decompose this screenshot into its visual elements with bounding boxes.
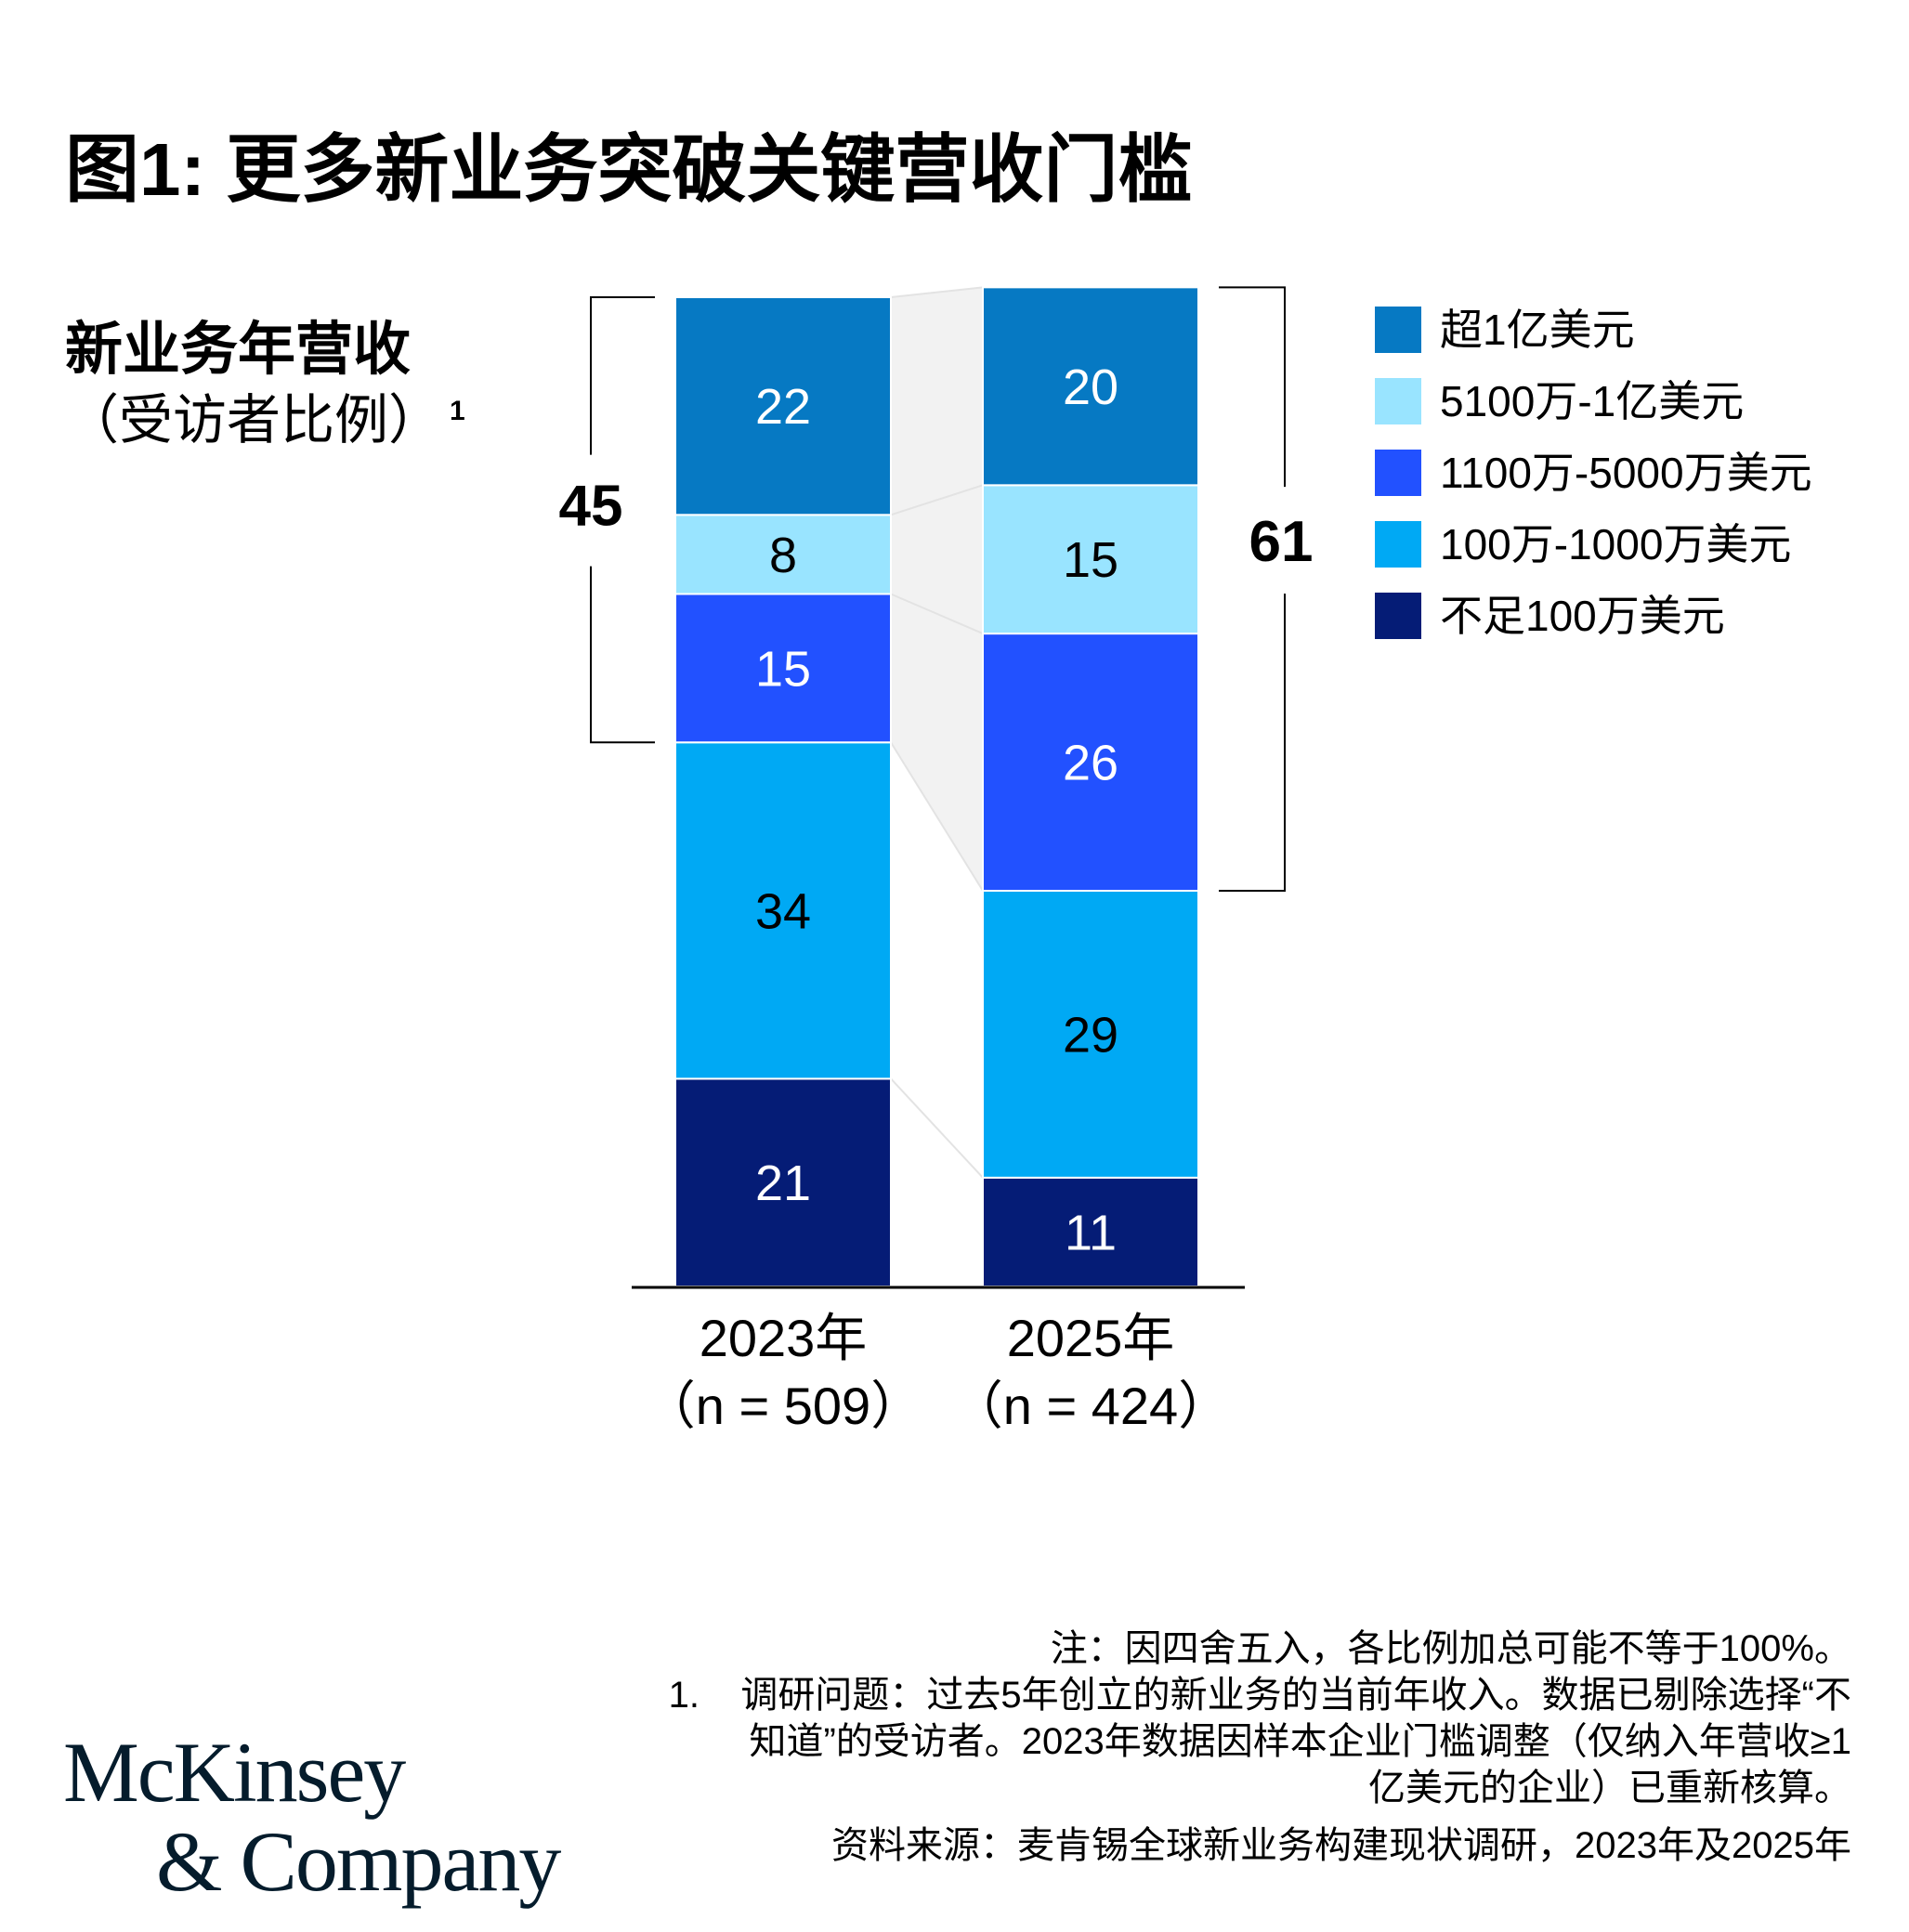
bar-segment (674, 593, 892, 744)
data-label: 34 (755, 883, 811, 939)
connector-line (890, 741, 984, 892)
x-tick-sample-size: （n = 509） (644, 1377, 922, 1435)
chart-notes: 注：因四舍五入，各比例加总可能不等于100%。 1. 调研问题：过去5年创立的新… (551, 1625, 1851, 1869)
x-tick-sample-size: （n = 424） (951, 1377, 1230, 1435)
data-label: 29 (1063, 1007, 1118, 1063)
data-label: 20 (1063, 359, 1118, 415)
bar-segment (982, 633, 1199, 892)
legend-label: 超1亿美元 (1440, 306, 1635, 354)
bar-segment (982, 286, 1199, 487)
bracket-total-label: 45 (559, 475, 623, 539)
bar-segment (674, 1077, 892, 1287)
data-label: 15 (755, 641, 811, 697)
y-axis-sublabel-text: （受访者比例） (65, 390, 443, 450)
legend-swatch (1375, 521, 1421, 568)
source-note: 资料来源：麦肯锡全球新业务构建现状调研，2023年及2025年 (831, 1825, 1851, 1866)
legend-swatch (1375, 593, 1421, 639)
connector-line (890, 484, 984, 516)
x-tick-label: 2025年 (1007, 1309, 1175, 1367)
connector-line (890, 1077, 984, 1179)
bar-segment (982, 890, 1199, 1179)
data-label: 11 (1065, 1205, 1117, 1260)
data-label: 15 (1063, 532, 1118, 588)
data-label: 22 (755, 379, 811, 435)
logo-line-2: & Company (156, 1814, 561, 1909)
bracket-total-label: 61 (1249, 510, 1314, 574)
legend-swatch (1375, 378, 1421, 424)
y-axis-sublabel: （受访者比例） 1 (65, 376, 465, 454)
rounding-note: 注：因四舍五入，各比例加总可能不等于100%。 (1050, 1628, 1851, 1669)
connector-band (891, 287, 983, 892)
legend-label: 5100万-1亿美元 (1440, 377, 1744, 425)
legend-swatch (1375, 450, 1421, 496)
footnote-mark: 1 (450, 395, 465, 426)
chart-title: 图1: 更多新业务突破关键营收门槛 (65, 128, 1193, 211)
stacked-bar-chart: 21 34 15 8 22 11 29 26 15 20 2023年 （n = 509） 2025年 （n… (559, 286, 1812, 1435)
data-label: 8 (769, 528, 797, 583)
mckinsey-logo: McKinsey & Company (63, 1725, 561, 1909)
bar-segment (982, 484, 1199, 635)
legend-label: 1100万-5000万美元 (1440, 449, 1812, 497)
connector-line (890, 286, 984, 298)
bar-segment (982, 1176, 1199, 1287)
x-tick-label: 2023年 (700, 1309, 868, 1367)
logo-line-1: McKinsey (63, 1725, 406, 1820)
footnote-text: 调研问题：过去5年创立的新业务的当前年收入。数据已剔除选择“不知道”的受访者。2… (740, 1675, 1851, 1808)
data-label: 26 (1063, 736, 1118, 791)
footnote: 1. 调研问题：过去5年创立的新业务的当前年收入。数据已剔除选择“不知道”的受访… (551, 1672, 1851, 1811)
legend-label: 不足100万美元 (1440, 592, 1725, 640)
y-axis-label: 新业务年营收 (65, 318, 412, 382)
legend-label: 100万-1000万美元 (1440, 520, 1791, 568)
footnote-number: 1. (668, 1675, 700, 1716)
bracket-2023 (590, 296, 655, 744)
data-label: 21 (755, 1155, 811, 1211)
bar-segment (674, 514, 892, 595)
bar-segment (674, 296, 892, 516)
legend-swatch (1375, 307, 1421, 353)
bracket-2025 (1219, 286, 1286, 892)
connector-line (890, 593, 984, 635)
